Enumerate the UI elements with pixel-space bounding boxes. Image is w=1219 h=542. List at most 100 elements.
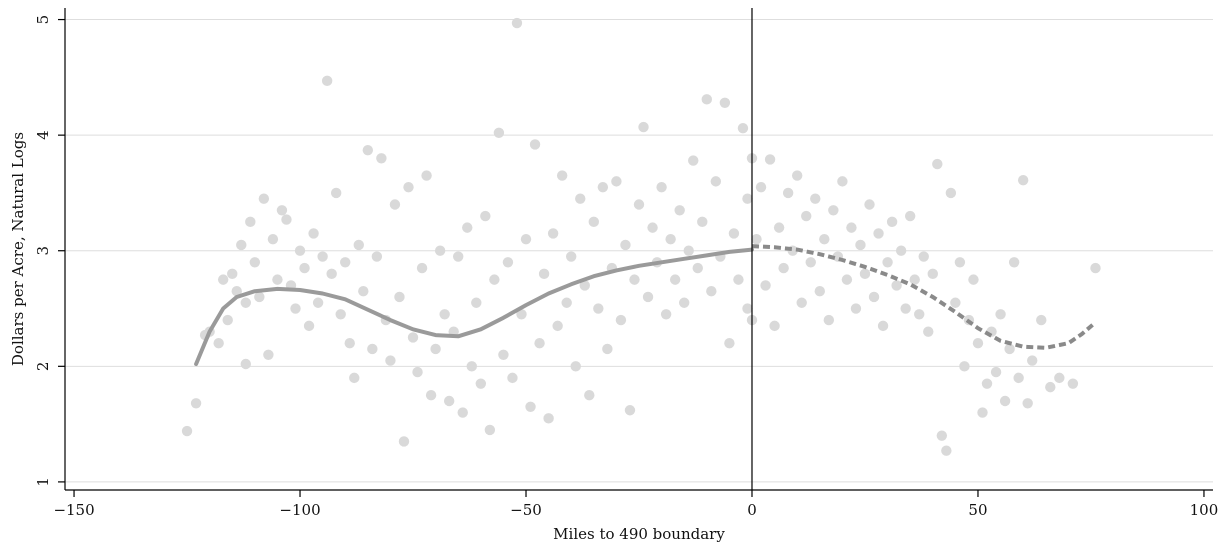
data-point [814, 285, 825, 297]
data-point [566, 251, 577, 262]
data-point [805, 257, 816, 268]
data-point [258, 193, 270, 204]
data-point [1090, 262, 1101, 274]
data-points [181, 17, 1101, 456]
data-point [529, 139, 541, 150]
data-point [778, 262, 789, 274]
data-point [846, 222, 857, 233]
data-point [570, 361, 581, 372]
data-point [416, 262, 428, 274]
data-point [877, 320, 889, 332]
data-point [904, 210, 916, 222]
data-point [923, 326, 934, 337]
data-point [584, 390, 595, 401]
data-point [312, 297, 324, 308]
data-point [434, 245, 446, 256]
data-point [914, 309, 925, 320]
data-point [1036, 314, 1047, 326]
y-axis-title: Dollars per Acre, Natural Logs [9, 132, 27, 366]
data-point [498, 349, 509, 360]
y-tick-label: 5 [34, 15, 52, 25]
data-point [425, 390, 437, 401]
data-point [272, 274, 283, 285]
data-point [742, 303, 753, 314]
data-point [828, 205, 839, 216]
data-point [886, 216, 898, 228]
data-point [611, 176, 622, 187]
data-point [181, 425, 193, 437]
data-point [647, 222, 658, 233]
data-point [724, 338, 735, 349]
data-point [891, 280, 902, 291]
data-point [349, 372, 360, 384]
data-point [773, 222, 785, 233]
data-point [240, 358, 251, 370]
data-point [615, 314, 627, 326]
data-point [398, 436, 410, 447]
data-point [864, 199, 875, 210]
x-tick-label: 50 [968, 501, 987, 519]
data-point [321, 75, 333, 87]
data-point [466, 361, 477, 372]
data-point [995, 309, 1006, 320]
y-tick-label: 1 [34, 477, 52, 487]
data-point [588, 216, 600, 228]
data-point [678, 297, 690, 308]
data-point [534, 338, 545, 349]
data-point [859, 268, 871, 280]
data-point [706, 285, 717, 297]
y-tick-label: 3 [34, 246, 52, 256]
data-point [918, 251, 929, 262]
data-point [294, 245, 306, 256]
data-point [638, 121, 649, 133]
data-point [850, 303, 862, 314]
data-point [760, 280, 771, 291]
data-point [692, 262, 703, 274]
data-point [837, 176, 848, 187]
data-point [222, 314, 233, 326]
data-point [385, 355, 396, 366]
data-point [281, 214, 292, 225]
x-tick-label: −100 [279, 501, 320, 519]
data-point [421, 170, 432, 181]
data-point [394, 291, 405, 303]
data-point [597, 181, 609, 193]
y-tick-label: 2 [34, 362, 52, 372]
data-point [475, 378, 487, 389]
data-point [602, 343, 613, 355]
data-point [353, 239, 364, 251]
data-point [791, 170, 803, 181]
data-point [507, 372, 518, 384]
data-point [1067, 378, 1079, 389]
data-point [688, 155, 699, 166]
data-point [326, 268, 337, 280]
data-point [950, 297, 961, 308]
data-point [769, 320, 780, 332]
data-point [547, 228, 559, 239]
data-point [362, 144, 374, 156]
data-point [855, 239, 866, 251]
data-point [656, 181, 667, 193]
data-point [276, 205, 288, 216]
y-axis-ticks: 1 2 3 4 5 [34, 15, 65, 487]
data-point [593, 303, 604, 314]
data-point [267, 233, 279, 245]
data-point [669, 274, 681, 285]
data-point [579, 280, 590, 291]
y-tick-label: 4 [34, 130, 52, 140]
x-tick-label: 100 [1190, 501, 1219, 519]
data-point [520, 233, 532, 245]
data-point [841, 274, 853, 285]
data-point [801, 210, 812, 222]
data-point [457, 407, 468, 418]
data-point [719, 97, 731, 108]
data-point [999, 395, 1011, 407]
data-point [335, 309, 346, 320]
data-point [959, 361, 970, 372]
data-point [796, 297, 807, 308]
data-point [977, 407, 988, 418]
data-point [1004, 343, 1015, 355]
data-point [367, 343, 378, 355]
data-point [624, 405, 636, 416]
